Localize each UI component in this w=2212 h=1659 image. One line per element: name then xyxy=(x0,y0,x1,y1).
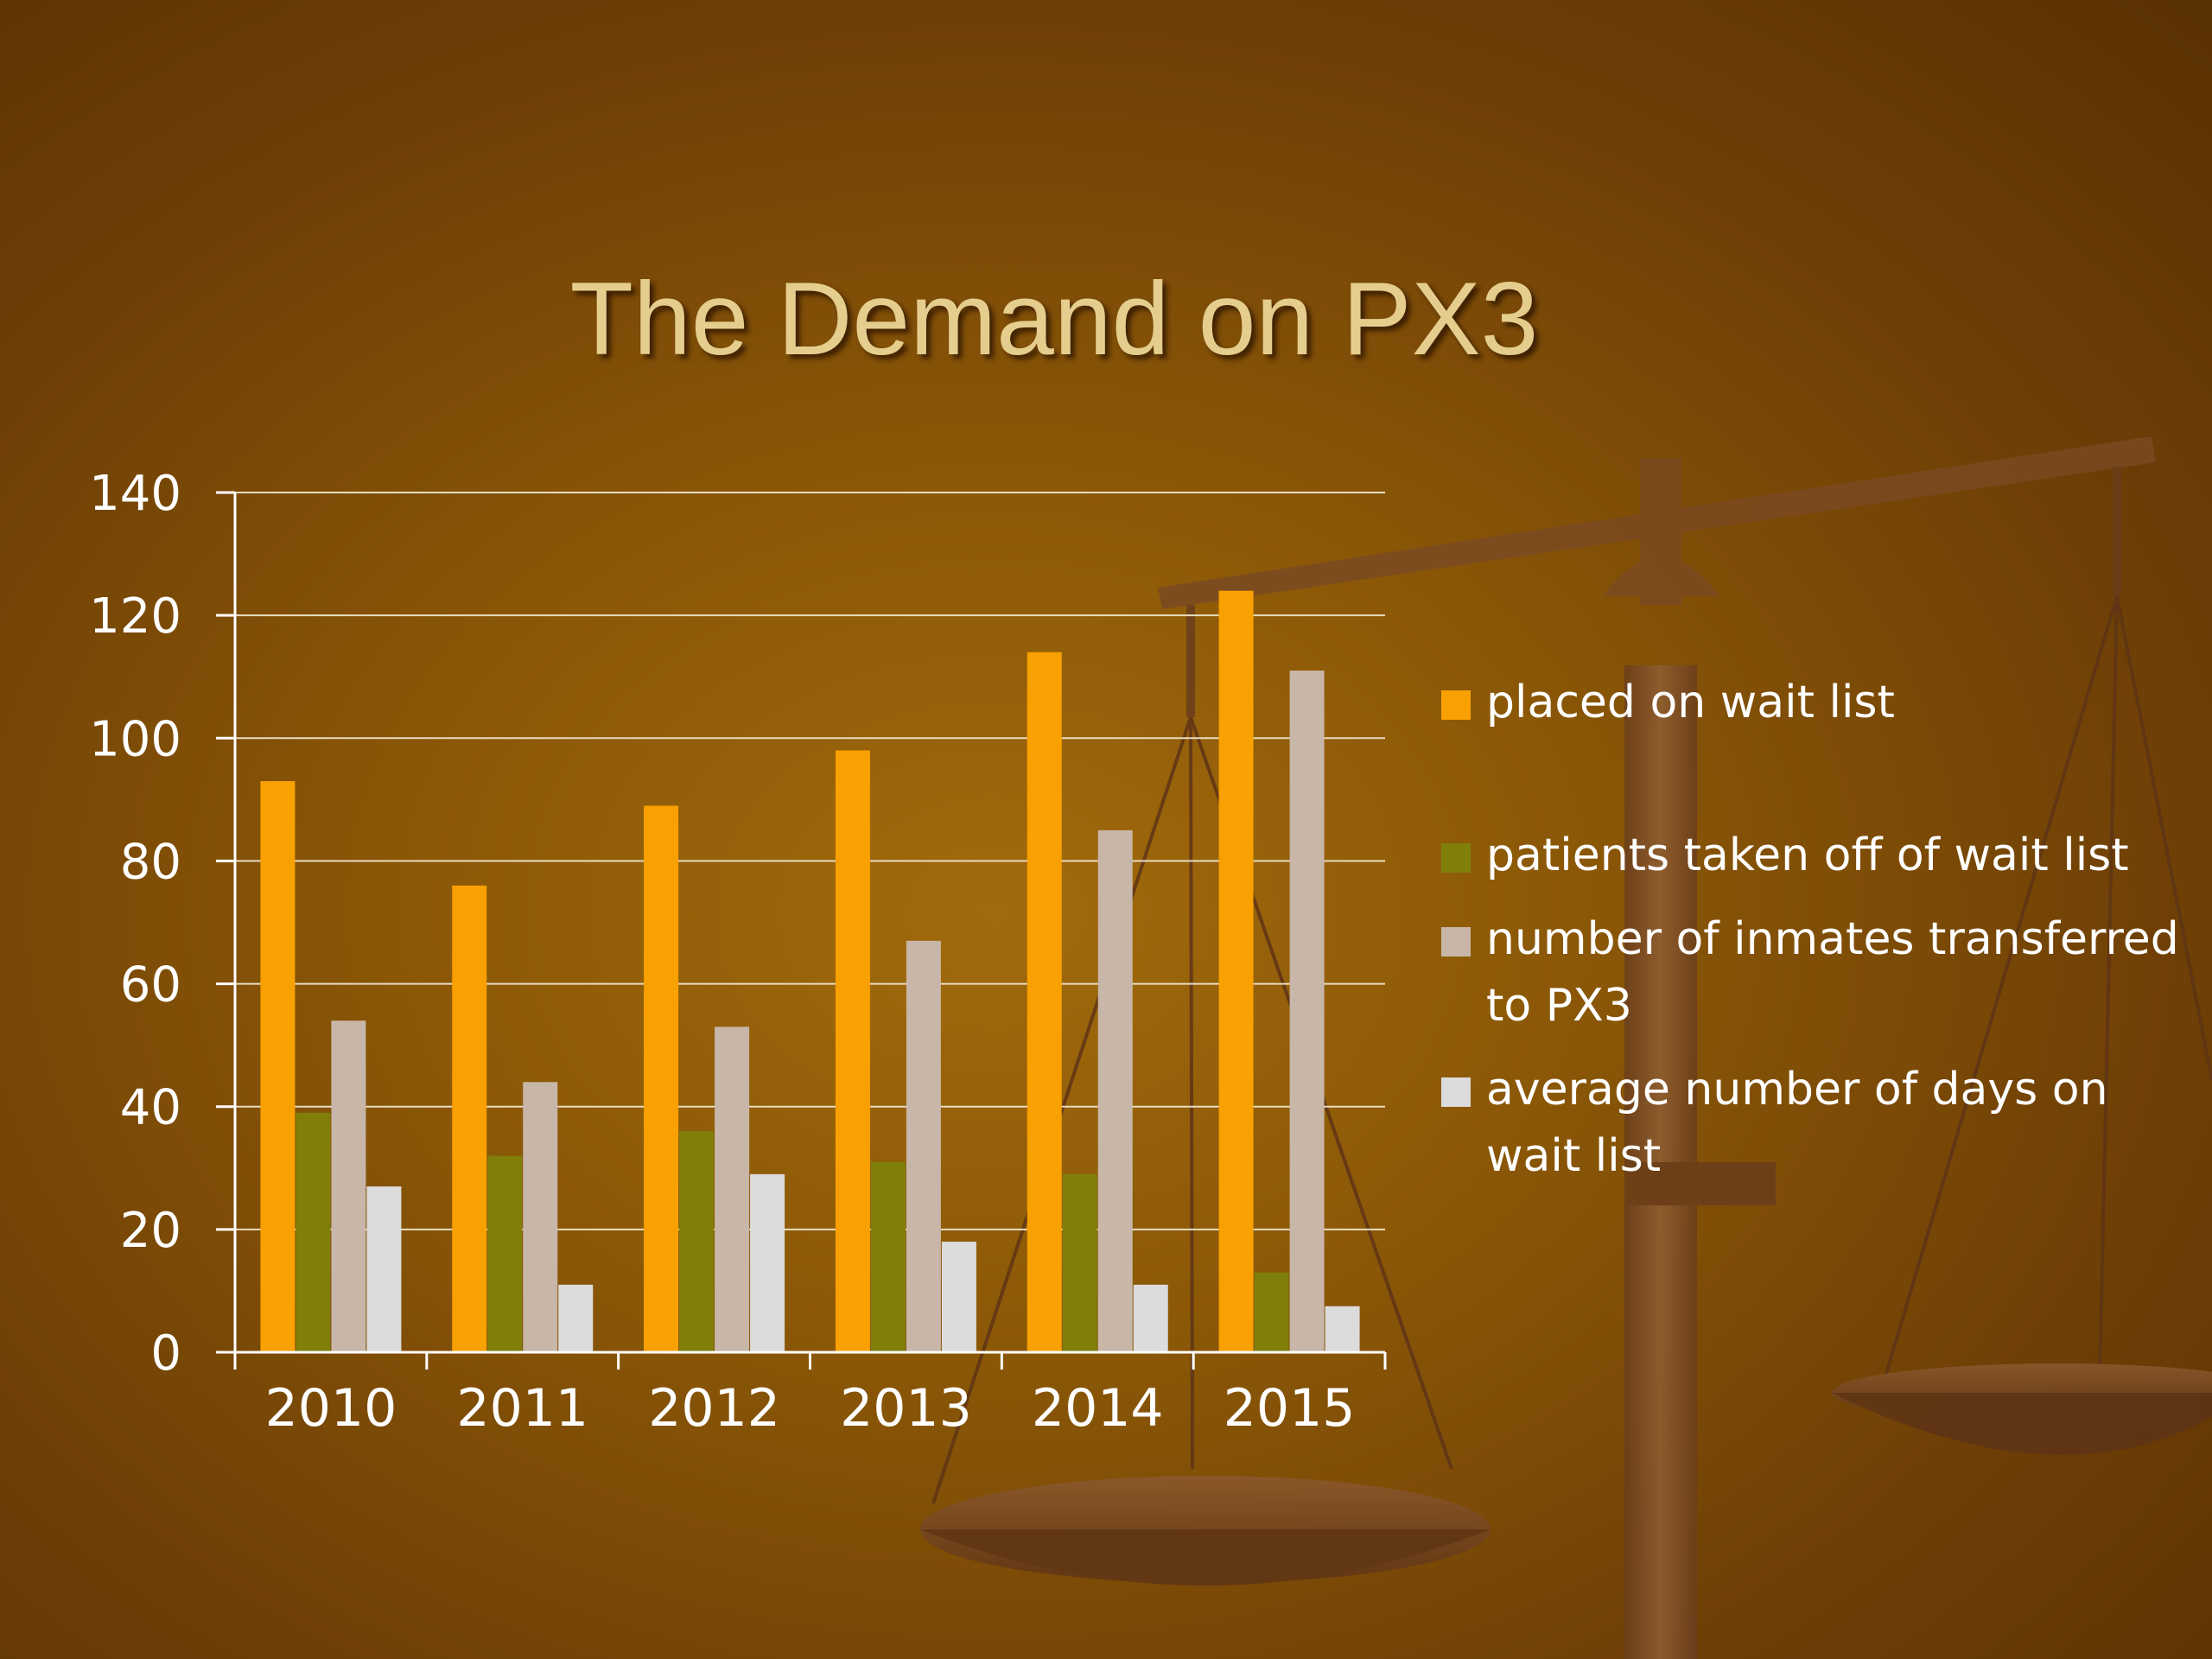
y-tick-label: 100 xyxy=(89,711,181,767)
legend-swatch xyxy=(1441,690,1471,720)
legend-label: placed on wait list xyxy=(1486,677,1895,728)
bar xyxy=(487,1155,523,1352)
bar xyxy=(1097,830,1133,1352)
bar xyxy=(870,1161,906,1352)
x-tick-label: 2011 xyxy=(456,1378,588,1439)
bar xyxy=(260,781,296,1352)
legend-item: placed on wait list xyxy=(1441,670,2184,736)
bar xyxy=(715,1027,750,1352)
legend-label: patients taken off of wait list xyxy=(1486,830,2129,881)
legend-swatch xyxy=(1441,1077,1471,1107)
legend-swatch xyxy=(1441,927,1471,957)
bar xyxy=(1218,590,1254,1352)
y-tick-label: 0 xyxy=(150,1325,181,1382)
bar xyxy=(750,1173,785,1352)
bar xyxy=(1254,1272,1289,1352)
bar xyxy=(1289,671,1325,1352)
legend-item: patients taken off of wait list xyxy=(1441,823,2184,889)
bar xyxy=(644,805,679,1352)
legend-label: number of inmates transferred to PX3 xyxy=(1486,913,2179,1032)
bar xyxy=(331,1020,366,1352)
x-tick-label: 2012 xyxy=(648,1378,780,1439)
bar xyxy=(1027,652,1062,1352)
bar xyxy=(452,885,487,1352)
legend-item: average number of days on wait list xyxy=(1441,1057,2184,1190)
bar xyxy=(679,1131,715,1352)
bar xyxy=(835,750,870,1352)
y-tick-label: 60 xyxy=(120,957,181,1014)
bar xyxy=(366,1186,402,1352)
legend-item: number of inmates transferred to PX3 xyxy=(1441,906,2184,1039)
x-tick-label: 2010 xyxy=(265,1378,397,1439)
y-tick-label: 120 xyxy=(89,588,181,645)
bar xyxy=(558,1284,594,1352)
bar xyxy=(906,940,941,1352)
bar xyxy=(1062,1173,1097,1352)
y-tick-label: 40 xyxy=(120,1080,181,1136)
bar xyxy=(1133,1284,1168,1352)
legend-label: average number of days on wait list xyxy=(1486,1064,2108,1182)
slide-title: The Demand on PX3 xyxy=(569,261,1539,377)
legend-swatch xyxy=(1441,843,1471,873)
bar xyxy=(1325,1306,1360,1352)
bar xyxy=(523,1082,558,1352)
x-tick-label: 2015 xyxy=(1224,1378,1356,1439)
bar xyxy=(941,1242,976,1352)
x-tick-label: 2013 xyxy=(840,1378,972,1439)
y-tick-label: 80 xyxy=(120,834,181,890)
y-tick-label: 140 xyxy=(89,466,181,522)
y-tick-label: 20 xyxy=(120,1203,181,1259)
bar xyxy=(296,1112,331,1352)
chart-legend: placed on wait list patients taken off of… xyxy=(1441,670,2184,1190)
x-tick-label: 2014 xyxy=(1032,1378,1164,1439)
